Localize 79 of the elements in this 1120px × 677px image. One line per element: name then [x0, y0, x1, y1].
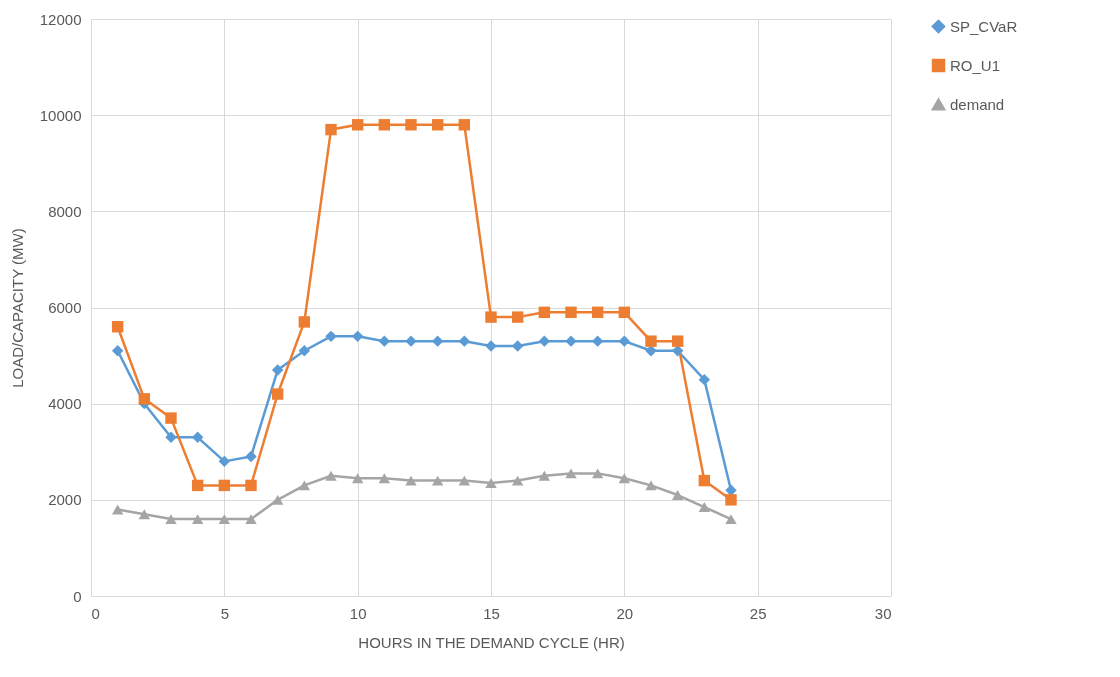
- point: [245, 450, 257, 463]
- x-tick-label: 5: [220, 604, 230, 622]
- point: [725, 514, 737, 524]
- point: [698, 502, 711, 512]
- point: [431, 119, 444, 131]
- point: [591, 306, 604, 319]
- point: [645, 480, 657, 491]
- point: [111, 504, 124, 515]
- x-tick-label: 0: [91, 604, 100, 622]
- legend-label: RO_U1: [950, 56, 1001, 74]
- y-tick-label: 8000: [48, 202, 82, 220]
- point: [405, 119, 417, 131]
- point: [565, 335, 577, 347]
- point: [485, 478, 497, 488]
- legend-label: demand: [950, 95, 1005, 113]
- point: [458, 119, 471, 131]
- point: [165, 514, 177, 524]
- point: [591, 468, 604, 479]
- point: [165, 412, 177, 424]
- point: [298, 480, 311, 491]
- point: [645, 335, 657, 347]
- point: [485, 340, 497, 352]
- point: [698, 474, 711, 487]
- point: [725, 494, 737, 506]
- point: [298, 316, 311, 328]
- y-tick-label: 10000: [39, 106, 82, 124]
- y-tick-label: 2000: [48, 491, 82, 509]
- x-tick-label: 25: [749, 604, 767, 622]
- point: [245, 514, 257, 524]
- point: [138, 393, 151, 405]
- x-tick-label: 15: [483, 604, 500, 622]
- point: [245, 479, 257, 492]
- y-axis-title: LOAD/CAPACITY (MW): [8, 228, 26, 388]
- point: [405, 335, 417, 347]
- point: [378, 473, 391, 484]
- point: [405, 475, 417, 486]
- point: [191, 479, 204, 492]
- y-tick-label: 6000: [48, 299, 82, 316]
- point: [511, 311, 524, 323]
- x-tick-label: 30: [874, 604, 892, 622]
- point: [565, 306, 577, 319]
- point: [458, 475, 471, 486]
- point: [618, 335, 631, 347]
- point: [271, 364, 284, 376]
- point: [191, 514, 204, 524]
- point: [218, 514, 231, 524]
- point: [111, 321, 124, 333]
- point: [271, 388, 284, 400]
- point: [351, 473, 364, 484]
- x-tick-label: 20: [616, 604, 634, 622]
- point: [325, 123, 337, 136]
- point: [671, 335, 684, 347]
- x-tick-label: 10: [349, 604, 367, 622]
- point: [325, 330, 337, 343]
- point: [671, 490, 684, 500]
- point: [458, 335, 471, 347]
- point: [511, 475, 524, 486]
- point: [378, 119, 391, 131]
- point: [218, 479, 231, 492]
- point: [698, 373, 711, 386]
- point: [431, 475, 444, 486]
- point: [218, 455, 231, 468]
- point: [325, 470, 337, 481]
- point: [618, 306, 631, 319]
- y-tick-label: 4000: [48, 395, 82, 413]
- point: [485, 311, 497, 323]
- point: [111, 345, 124, 357]
- point: [618, 473, 631, 484]
- x-axis-title: HOURS IN THE DEMAND CYCLE (HR): [358, 633, 625, 651]
- point: [298, 345, 311, 357]
- point: [351, 119, 364, 131]
- y-tick-label: 12000: [39, 10, 82, 28]
- point: [165, 431, 177, 444]
- point: [538, 470, 551, 481]
- legend-label: SP_CVaR: [950, 17, 1018, 35]
- point: [565, 468, 577, 479]
- point: [138, 509, 151, 520]
- point: [538, 306, 551, 319]
- y-tick-label: 0: [73, 587, 82, 605]
